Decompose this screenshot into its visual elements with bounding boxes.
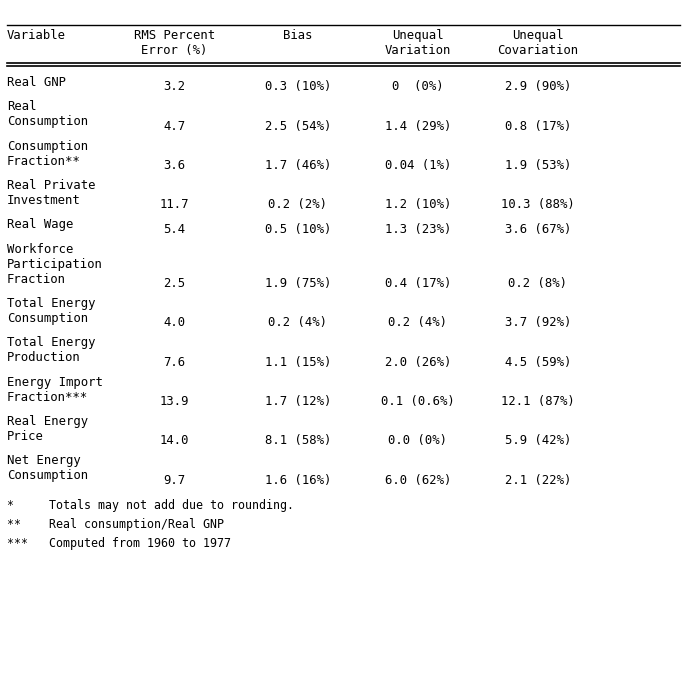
Text: *     Totals may not add due to rounding.: * Totals may not add due to rounding.: [7, 499, 294, 512]
Text: Total Energy
Production: Total Energy Production: [7, 336, 95, 364]
Text: 3.6: 3.6: [164, 159, 186, 172]
Text: Bias: Bias: [283, 29, 313, 42]
Text: 12.1 (87%): 12.1 (87%): [501, 395, 575, 408]
Text: 0.5 (10%): 0.5 (10%): [265, 223, 331, 236]
Text: Energy Import
Fraction***: Energy Import Fraction***: [7, 376, 103, 404]
Text: 11.7: 11.7: [160, 198, 190, 211]
Text: 0.3 (10%): 0.3 (10%): [265, 81, 331, 93]
Text: 2.5 (54%): 2.5 (54%): [265, 120, 331, 133]
Text: 10.3 (88%): 10.3 (88%): [501, 198, 575, 211]
Text: 0.2 (4%): 0.2 (4%): [269, 316, 327, 329]
Text: 1.6 (16%): 1.6 (16%): [265, 474, 331, 486]
Text: 6.0 (62%): 6.0 (62%): [385, 474, 451, 486]
Text: 3.2: 3.2: [164, 81, 186, 93]
Text: 2.1 (22%): 2.1 (22%): [505, 474, 571, 486]
Text: 0.04 (1%): 0.04 (1%): [385, 159, 451, 172]
Text: 1.1 (15%): 1.1 (15%): [265, 356, 331, 368]
Text: Net Energy
Consumption: Net Energy Consumption: [7, 455, 88, 482]
Text: Real GNP: Real GNP: [7, 76, 66, 89]
Text: Real Private
Investment: Real Private Investment: [7, 179, 95, 207]
Text: Total Energy
Consumption: Total Energy Consumption: [7, 297, 95, 325]
Text: 7.6: 7.6: [164, 356, 186, 368]
Text: 1.9 (53%): 1.9 (53%): [505, 159, 571, 172]
Text: 1.7 (12%): 1.7 (12%): [265, 395, 331, 408]
Text: 0.8 (17%): 0.8 (17%): [505, 120, 571, 133]
Text: 1.7 (46%): 1.7 (46%): [265, 159, 331, 172]
Text: 14.0: 14.0: [160, 434, 190, 448]
Text: 4.7: 4.7: [164, 120, 186, 133]
Text: 0.2 (4%): 0.2 (4%): [388, 316, 447, 329]
Text: 1.9 (75%): 1.9 (75%): [265, 277, 331, 290]
Text: 0.2 (8%): 0.2 (8%): [508, 277, 567, 290]
Text: 1.2 (10%): 1.2 (10%): [385, 198, 451, 211]
Text: 0.4 (17%): 0.4 (17%): [385, 277, 451, 290]
Text: Real
Consumption: Real Consumption: [7, 101, 88, 129]
Text: 2.5: 2.5: [164, 277, 186, 290]
Text: 4.5 (59%): 4.5 (59%): [505, 356, 571, 368]
Text: 1.3 (23%): 1.3 (23%): [385, 223, 451, 236]
Text: 0.0 (0%): 0.0 (0%): [388, 434, 447, 448]
Text: 5.4: 5.4: [164, 223, 186, 236]
Text: RMS Percent
Error (%): RMS Percent Error (%): [134, 29, 215, 57]
Text: 2.9 (90%): 2.9 (90%): [505, 81, 571, 93]
Text: Real Wage: Real Wage: [7, 218, 73, 231]
Text: 8.1 (58%): 8.1 (58%): [265, 434, 331, 448]
Text: 9.7: 9.7: [164, 474, 186, 486]
Text: Real Energy
Price: Real Energy Price: [7, 415, 88, 443]
Text: 3.6 (67%): 3.6 (67%): [505, 223, 571, 236]
Text: Unequal
Covariation: Unequal Covariation: [497, 29, 578, 57]
Text: 0.2 (2%): 0.2 (2%): [269, 198, 327, 211]
Text: 0.1 (0.6%): 0.1 (0.6%): [381, 395, 455, 408]
Text: 5.9 (42%): 5.9 (42%): [505, 434, 571, 448]
Text: 3.7 (92%): 3.7 (92%): [505, 316, 571, 329]
Text: Consumption
Fraction**: Consumption Fraction**: [7, 140, 88, 167]
Text: 2.0 (26%): 2.0 (26%): [385, 356, 451, 368]
Text: 4.0: 4.0: [164, 316, 186, 329]
Text: 13.9: 13.9: [160, 395, 190, 408]
Text: **    Real consumption/Real GNP: ** Real consumption/Real GNP: [7, 518, 224, 531]
Text: Workforce
Participation
Fraction: Workforce Participation Fraction: [7, 243, 103, 286]
Text: 0  (0%): 0 (0%): [392, 81, 444, 93]
Text: Unequal
Variation: Unequal Variation: [385, 29, 451, 57]
Text: ***   Computed from 1960 to 1977: *** Computed from 1960 to 1977: [7, 537, 231, 550]
Text: 1.4 (29%): 1.4 (29%): [385, 120, 451, 133]
Text: Variable: Variable: [7, 29, 66, 42]
